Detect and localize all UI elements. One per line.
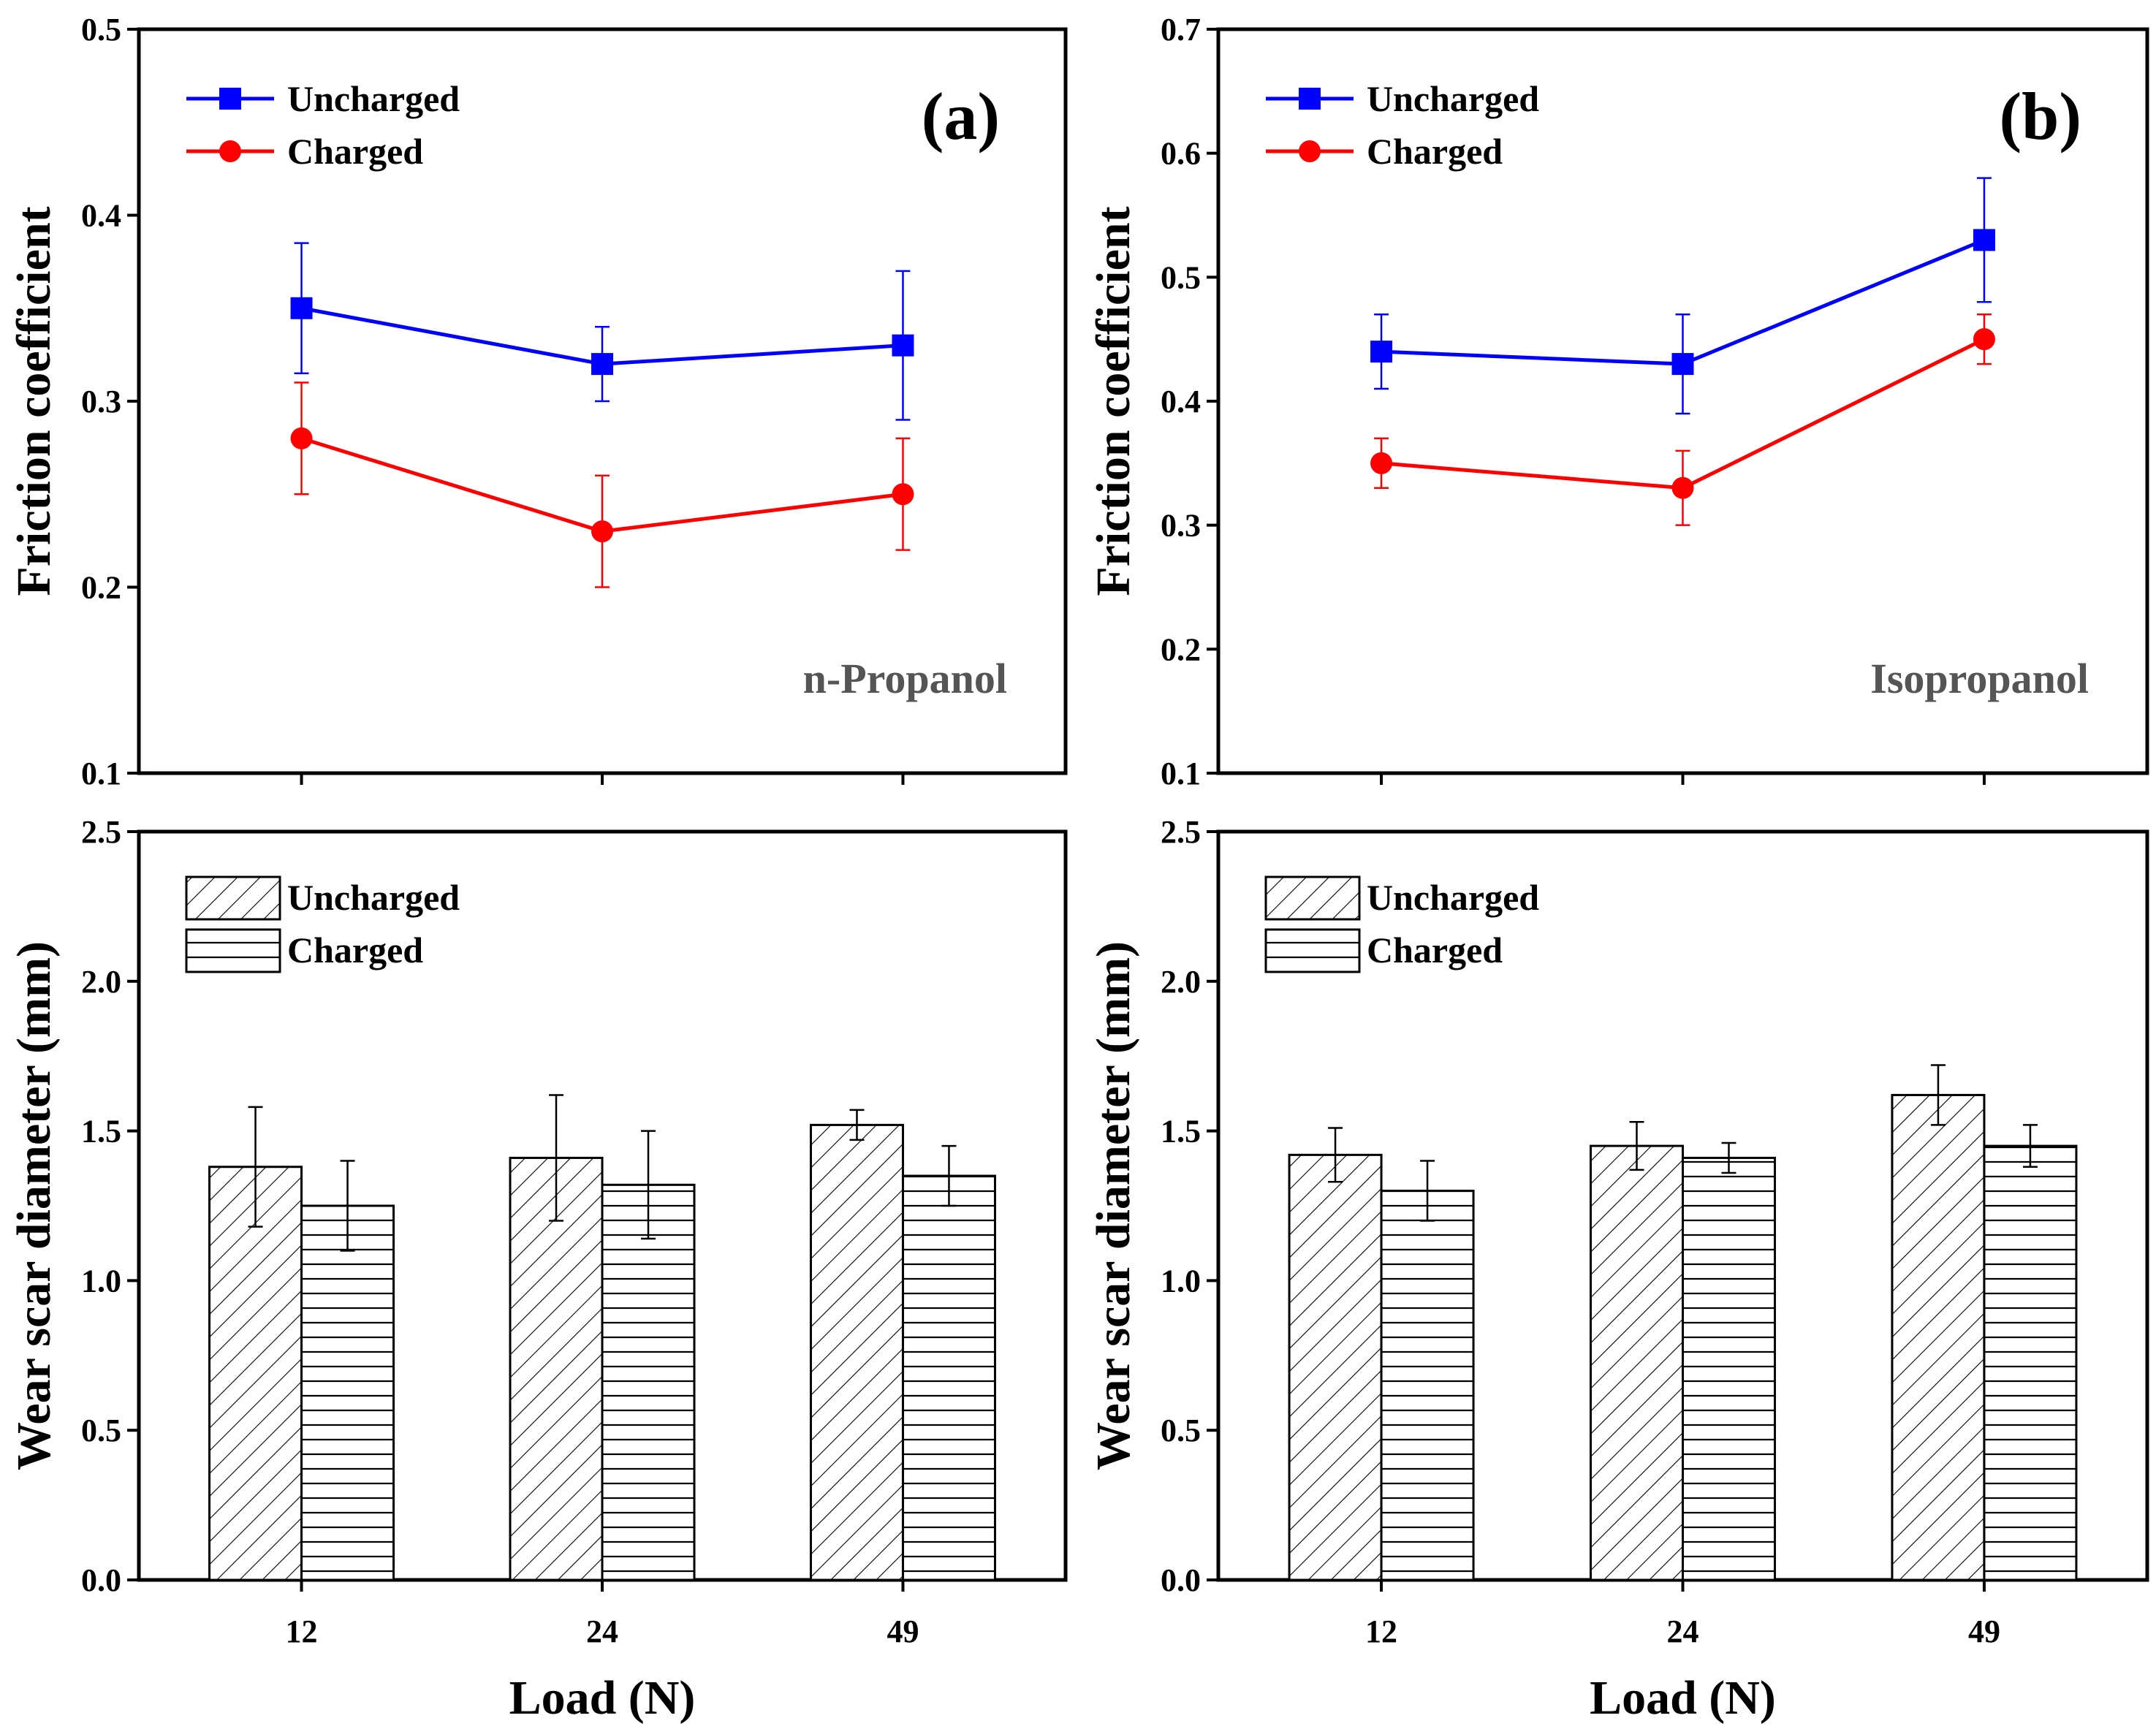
y-tick-label: 0.5	[81, 1413, 121, 1448]
panel-label: (a)	[922, 79, 1000, 153]
data-point	[1370, 341, 1393, 363]
bar	[601, 1183, 696, 1581]
x-tick-label: 24	[1667, 1614, 1699, 1649]
y-tick-label: 0.2	[1161, 631, 1201, 667]
legend-marker	[1299, 140, 1321, 162]
bar	[901, 1174, 996, 1581]
x-tick-label: 12	[286, 1614, 318, 1649]
bar	[1682, 1156, 1776, 1581]
legend-label: Uncharged	[287, 877, 460, 918]
series-charged	[290, 381, 914, 588]
y-tick-label: 0.4	[81, 198, 121, 234]
x-axis-title: Load (N)	[509, 1671, 696, 1725]
series-uncharged	[1370, 177, 1995, 415]
bar	[208, 1166, 303, 1581]
data-point	[892, 483, 914, 506]
series-charged	[1380, 1124, 2078, 1581]
solvent-annotation: Isopropanol	[1870, 655, 2089, 702]
y-axis-title: Friction coefficient	[7, 206, 61, 596]
solvent-annotation: n-Propanol	[803, 655, 1007, 702]
series-uncharged	[1288, 1064, 1986, 1581]
bar	[1891, 1093, 1986, 1581]
legend-marker	[219, 140, 241, 162]
y-tick-label: 0.0	[1161, 1562, 1201, 1598]
legend-label: Charged	[287, 131, 423, 172]
bar	[1288, 1153, 1383, 1581]
legend-marker	[1299, 88, 1321, 110]
x-tick-label: 24	[586, 1614, 618, 1649]
y-tick-label: 1.0	[81, 1263, 121, 1299]
y-axis-title: Wear scar diameter (mm)	[1087, 941, 1140, 1470]
data-point	[1973, 229, 1995, 251]
y-tick-label: 2.5	[81, 814, 121, 850]
y-tick-label: 1.5	[1161, 1114, 1201, 1150]
data-point	[1370, 452, 1393, 474]
data-point	[591, 353, 613, 376]
y-tick-label: 0.5	[1161, 259, 1201, 295]
y-tick-label: 2.0	[1161, 964, 1201, 1000]
data-point	[290, 427, 313, 449]
series-charged	[1370, 313, 1995, 526]
chart-panel-a-bottom: 0.0 0.5 1.0 1.5 2.0 2.5 12 24 49 Wear scar diamet…	[7, 814, 1068, 1725]
legend-swatch	[185, 875, 281, 921]
panel-label: (b)	[2000, 79, 2081, 153]
chart-panel-a-top: 0.1 0.2 0.3 0.4 0.5 Friction coefficient Uncha…	[7, 12, 1068, 791]
y-tick-label: 0.3	[1161, 508, 1201, 544]
series-uncharged	[290, 242, 914, 421]
legend-swatch	[185, 928, 281, 973]
y-tick-label: 0.6	[1161, 136, 1201, 172]
y-tick-label: 2.5	[1161, 814, 1201, 850]
data-point	[1671, 476, 1694, 499]
y-tick-label: 0.0	[81, 1562, 121, 1598]
y-tick-label: 0.5	[1161, 1413, 1201, 1448]
data-point	[1671, 353, 1694, 376]
y-tick-label: 0.7	[1161, 12, 1201, 48]
legend-swatch	[1264, 928, 1361, 973]
legend-swatch	[1264, 875, 1361, 921]
chart-panel-b-top: 0.1 0.2 0.3 0.4 0.5 0.6 0.7 Friction coefficien…	[1087, 12, 2149, 791]
x-tick-label: 12	[1365, 1614, 1397, 1649]
legend-marker	[219, 88, 241, 110]
y-tick-label: 0.2	[81, 570, 121, 606]
bar	[300, 1204, 395, 1581]
chart-panel-b-bottom: 0.0 0.5 1.0 1.5 2.0 2.5 12 24 49 Wear scar diamet…	[1087, 814, 2149, 1725]
x-tick-label: 49	[887, 1614, 919, 1649]
y-tick-label: 0.1	[1161, 756, 1201, 791]
x-tick-label: 49	[1968, 1614, 2000, 1649]
y-tick-label: 0.3	[81, 384, 121, 419]
data-point	[1973, 328, 1995, 351]
data-point	[591, 520, 613, 543]
legend-label: Charged	[1367, 930, 1503, 970]
data-point	[290, 297, 313, 319]
y-axis-title: Friction coefficient	[1087, 206, 1140, 596]
bar	[1380, 1190, 1475, 1581]
y-tick-label: 0.1	[81, 756, 121, 791]
legend-label: Charged	[287, 930, 423, 970]
x-axis-title: Load (N)	[1590, 1671, 1776, 1725]
y-tick-label: 1.5	[81, 1114, 121, 1150]
legend-label: Charged	[1367, 131, 1503, 172]
series-charged	[300, 1130, 996, 1581]
bar	[1590, 1144, 1684, 1581]
bar	[1983, 1144, 2078, 1581]
legend-label: Uncharged	[1367, 78, 1539, 119]
y-tick-label: 2.0	[81, 964, 121, 1000]
data-point	[892, 334, 914, 357]
bar	[809, 1123, 904, 1581]
bar	[509, 1156, 604, 1581]
y-tick-label: 1.0	[1161, 1263, 1201, 1299]
y-tick-label: 0.4	[1161, 384, 1201, 419]
y-tick-label: 0.5	[81, 12, 121, 48]
legend-label: Uncharged	[287, 78, 460, 119]
series-uncharged	[208, 1094, 904, 1581]
y-axis-title: Wear scar diameter (mm)	[7, 941, 61, 1470]
legend-label: Uncharged	[1367, 877, 1539, 918]
